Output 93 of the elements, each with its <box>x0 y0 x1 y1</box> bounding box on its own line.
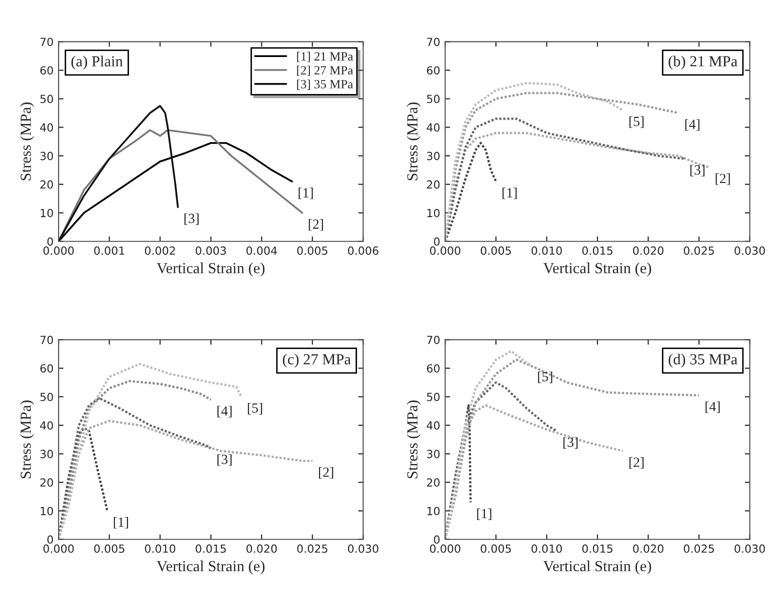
x-tick-label: 0.000 <box>43 544 74 553</box>
x-tick-label: 0.000 <box>430 544 460 553</box>
y-tick-label: 70 <box>40 38 53 46</box>
y-tick-label: 0 <box>47 535 53 544</box>
annotation: [1] <box>114 517 128 529</box>
annotation: [2] <box>629 457 644 469</box>
text: (d) 35 MPa <box>668 354 738 368</box>
annotation: [3] <box>184 213 199 225</box>
x-tick-label: 0.010 <box>532 544 562 553</box>
x-tick-label: 0.005 <box>94 544 124 553</box>
annotation: [2] <box>716 173 730 185</box>
y-tick-label: 60 <box>426 364 440 373</box>
y-tick-label: 70 <box>427 38 440 46</box>
x-tick-label: 0.020 <box>633 246 664 255</box>
legend-label: [2] 27 MPa <box>297 66 353 76</box>
x-axis-title: Vertical Strain (e) <box>156 262 264 276</box>
annotation: [2] <box>318 467 334 479</box>
x-tick-label: 0.003 <box>196 246 226 255</box>
x-tick-label: 0.025 <box>297 544 328 553</box>
x-tick-label: 0.006 <box>348 246 378 255</box>
y-tick-label: 0 <box>434 535 440 544</box>
x-tick-label: 0.020 <box>633 544 664 553</box>
x-tick-label: 0.005 <box>297 246 328 255</box>
x-tick-label: 0.025 <box>684 246 714 255</box>
y-axis-title: Stress (MPa) <box>406 400 421 478</box>
x-tick-label: 0.025 <box>684 544 714 553</box>
annotation: [5] <box>248 402 262 414</box>
x-tick-label: 0.001 <box>94 246 124 255</box>
annotation: [3] <box>217 454 232 466</box>
x-axis-title: Vertical Strain (e) <box>156 560 264 574</box>
x-tick-label: 0.015 <box>582 246 612 255</box>
y-axis-title: Stress (MPa) <box>406 102 421 180</box>
legend-label: [3] 35 MPa <box>297 80 353 90</box>
y-tick-label: 60 <box>40 66 53 75</box>
text: (a) Plain <box>71 56 123 70</box>
annotation: [4] <box>685 119 700 131</box>
y-axis-title: Stress (MPa) <box>20 400 34 478</box>
annotation: [4] <box>706 402 720 414</box>
legend-label: [1] 21 MPa <box>297 52 353 62</box>
x-axis-title: Vertical Strain (e) <box>543 560 652 574</box>
y-tick-label: 20 <box>40 478 53 487</box>
y-tick-label: 70 <box>427 336 440 344</box>
y-tick-label: 10 <box>427 506 440 516</box>
annotation: [5] <box>629 116 644 128</box>
y-tick-label: 50 <box>427 94 440 104</box>
y-tick-label: 60 <box>426 66 440 75</box>
annotation: [1] <box>502 188 517 200</box>
x-tick-label: 0.030 <box>734 246 765 255</box>
y-tick-label: 10 <box>427 208 440 218</box>
y-tick-label: 30 <box>40 152 53 160</box>
annotation: [4] <box>217 406 232 418</box>
y-tick-label: 30 <box>40 450 53 458</box>
x-tick-label: 0.002 <box>144 246 175 255</box>
y-tick-label: 40 <box>426 123 440 132</box>
text: (c) 27 MPa <box>282 354 351 368</box>
x-tick-label: 0.015 <box>196 544 226 553</box>
y-tick-label: 30 <box>427 152 440 160</box>
x-tick-label: 0.015 <box>582 544 612 553</box>
y-tick-label: 20 <box>426 478 440 487</box>
y-tick-label: 60 <box>40 364 53 373</box>
annotation: [3] <box>563 437 578 449</box>
annotation: [1] <box>477 508 492 520</box>
x-tick-label: 0.005 <box>480 544 511 553</box>
y-tick-label: 50 <box>40 94 53 104</box>
x-tick-label: 0.010 <box>144 544 176 553</box>
y-tick-label: 70 <box>40 336 53 344</box>
y-tick-label: 50 <box>40 392 53 402</box>
y-tick-label: 30 <box>427 450 440 458</box>
y-tick-label: 40 <box>40 123 53 132</box>
x-tick-label: 0.000 <box>43 246 74 255</box>
y-tick-label: 40 <box>40 421 53 430</box>
y-tick-label: 0 <box>47 237 53 246</box>
x-tick-label: 0.010 <box>532 246 562 255</box>
x-tick-label: 0.005 <box>480 246 511 255</box>
y-tick-label: 10 <box>40 506 53 516</box>
x-tick-label: 0.030 <box>348 544 378 553</box>
x-tick-label: 0.000 <box>430 246 460 255</box>
annotation: [1] <box>298 188 313 200</box>
y-axis-title: Stress (MPa) <box>20 102 34 180</box>
text: (b) 21 MPa <box>668 56 738 70</box>
annotation: [2] <box>308 219 323 231</box>
x-tick-label: 0.030 <box>734 544 765 553</box>
annotation: [5] <box>538 372 552 384</box>
x-tick-label: 0.020 <box>246 544 277 553</box>
y-tick-label: 40 <box>426 421 440 430</box>
y-tick-label: 20 <box>426 180 440 189</box>
y-tick-label: 10 <box>40 208 53 218</box>
annotation: [3] <box>690 164 704 176</box>
y-tick-label: 50 <box>427 392 440 402</box>
y-tick-label: 0 <box>434 237 440 246</box>
x-tick-label: 0.004 <box>246 246 277 255</box>
y-tick-label: 20 <box>40 180 53 189</box>
x-axis-title: Vertical Strain (e) <box>543 262 652 276</box>
